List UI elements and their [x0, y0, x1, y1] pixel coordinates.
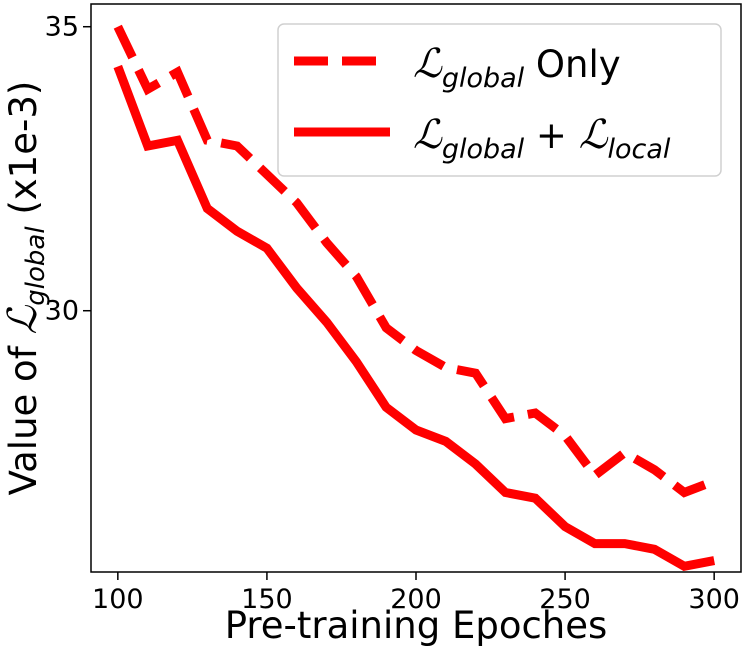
legend: ℒglobal Only ℒglobal + ℒlocal [277, 23, 722, 177]
y-axis-label-subscript: global [21, 226, 51, 306]
y-axis-label-prefix: Value of [2, 335, 45, 496]
x-axis-ticks: 100 150 200 250 300 [92, 572, 740, 615]
legend-entry-global-only: ℒglobal Only [413, 41, 621, 94]
legend-entry-2-symbol2: ℒ [579, 112, 609, 158]
series-line-global-only [113, 24, 716, 498]
legend-entry-global-plus-local: ℒglobal + ℒlocal [413, 112, 671, 165]
y-tick-label: 35 [45, 12, 79, 43]
legend-entry-1-symbol: ℒ [413, 41, 443, 87]
x-tick-label: 250 [539, 584, 591, 615]
x-tick-label: 300 [688, 584, 740, 615]
legend-entry-1-subscript: global [442, 63, 525, 94]
legend-entry-2-symbol: ℒ [413, 112, 443, 158]
y-tick-label: 30 [45, 296, 79, 327]
x-tick-label: 150 [241, 584, 293, 615]
series-line-global-plus-local [113, 64, 716, 572]
data-series-lines [113, 24, 716, 572]
y-axis-ticks: 30 35 [45, 12, 91, 327]
x-axis-label: Pre-training Epoches [225, 604, 608, 647]
legend-entry-2-subscript2: local [608, 134, 671, 165]
legend-entry-2-subscript: global [442, 134, 525, 165]
x-tick-label: 200 [390, 584, 442, 615]
legend-box [277, 23, 722, 177]
x-tick-label: 100 [92, 584, 144, 615]
legend-entry-2-plus: + [524, 114, 579, 157]
legend-entry-1-suffix: Only [524, 43, 621, 86]
y-axis-label-suffix: (x1e-3) [2, 81, 45, 227]
y-axis-label-symbol: ℒ [0, 305, 46, 335]
y-axis-label: Value of ℒglobal (x1e-3) [0, 81, 51, 496]
